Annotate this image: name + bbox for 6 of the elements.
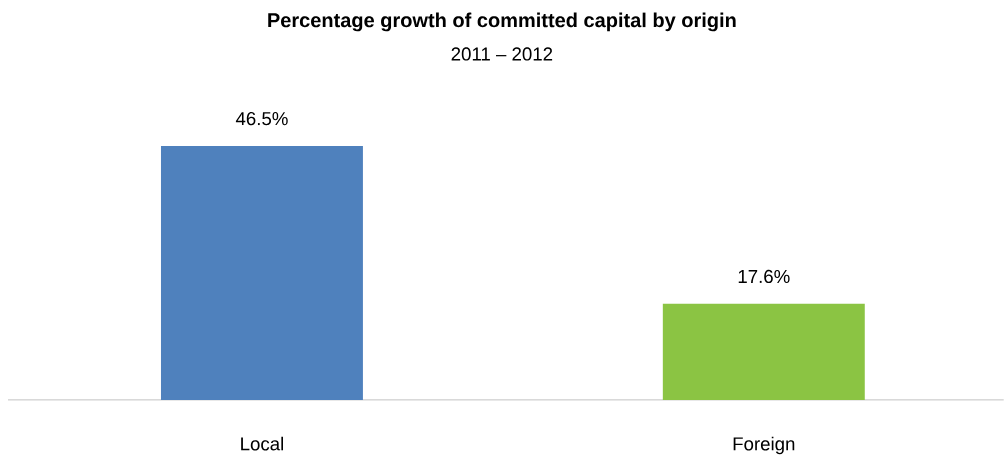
data-label: 46.5% xyxy=(235,112,288,126)
x-tick-label: Local xyxy=(241,436,284,451)
x-tick-label: Foreign xyxy=(733,436,795,455)
chart-subtitle: 2011 – 2012 xyxy=(451,47,553,61)
data-label: 17.6% xyxy=(738,270,790,284)
chart-title: Percentage growth of committed capital by origin xyxy=(268,12,736,32)
